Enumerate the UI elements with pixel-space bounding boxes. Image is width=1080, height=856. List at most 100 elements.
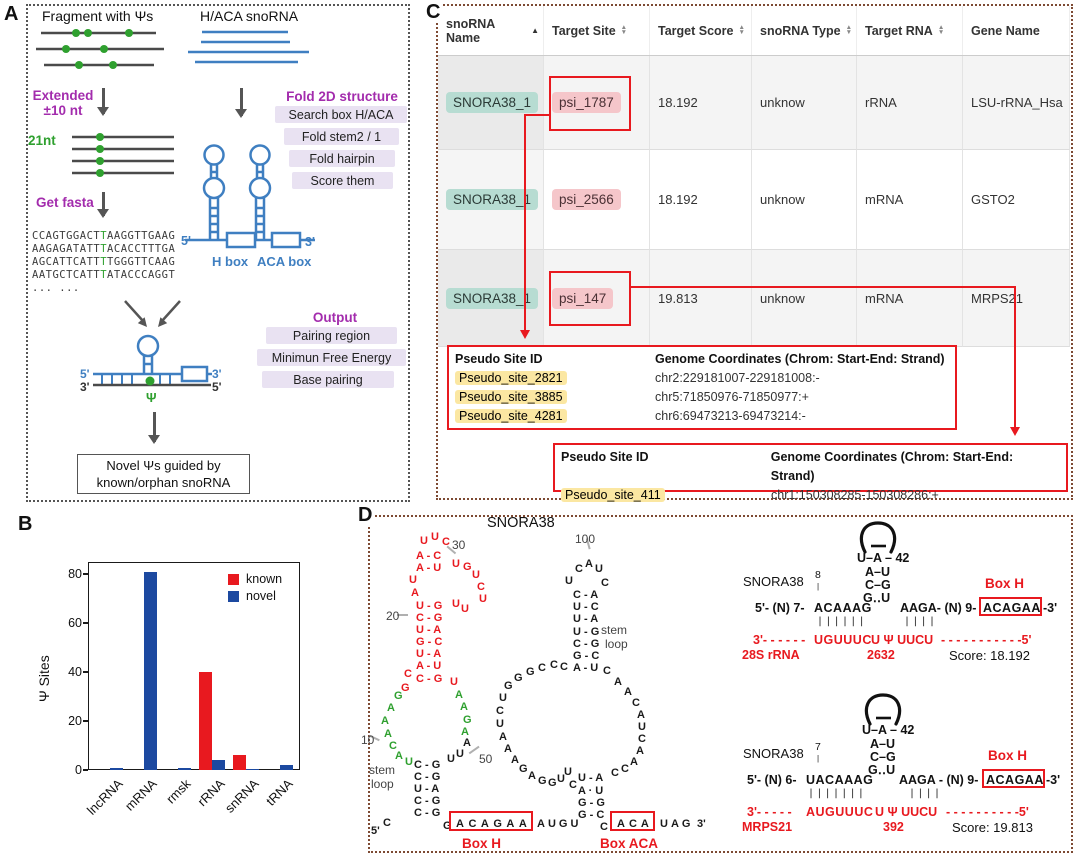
pseudo-box-header: Pseudo Site ID Genome Coordinates (Chrom:… — [455, 350, 949, 369]
pseudo-site-id-pill[interactable]: Pseudo_site_4281 — [455, 409, 567, 423]
cell-target_score: 18.192 — [650, 150, 752, 250]
column-header-label: Target Site — [552, 23, 616, 38]
converging-arrows — [124, 300, 181, 327]
cell-target_site: psi_1787 — [544, 56, 650, 150]
y-tick-label: 80 — [68, 567, 82, 582]
snorna-name-pill[interactable]: SNORA38_1 — [446, 189, 539, 210]
target-site-pill[interactable]: psi_1787 — [552, 92, 621, 113]
psi-147-highlight-box — [549, 271, 631, 326]
column-header-snorna-name[interactable]: snoRNA Name ▲ — [438, 6, 544, 55]
y-tick-mark — [83, 720, 88, 722]
fold-step-1: Search box H/ACA — [275, 106, 407, 123]
y-tick-mark — [83, 573, 88, 575]
fasta-line: AATGCTCATTTATACCCAGGT — [32, 269, 176, 281]
panel-d-label: D — [356, 504, 375, 526]
x-label-tRNA: tRNA — [263, 776, 296, 809]
cell-target_rna: mRNA — [857, 150, 963, 250]
bar-novel-snRNA — [246, 768, 259, 770]
sort-asc-icon[interactable]: ▲ — [531, 26, 539, 35]
sort-both-icon[interactable]: ▲ ▼ — [738, 23, 745, 36]
pseudo-site-id-pill[interactable]: Pseudo_site_3885 — [455, 390, 567, 404]
cell-snorna_type: unknow — [752, 56, 857, 150]
genome-coordinate: chr2:229181007-229181008:- — [655, 371, 820, 385]
snorna-name-pill[interactable]: SNORA38_1 — [446, 92, 539, 113]
column-header-target-rna[interactable]: Target RNA ▲ ▼ — [857, 6, 963, 55]
sort-both-icon[interactable]: ▲ ▼ — [620, 23, 628, 36]
snorna-name-pill[interactable]: SNORA38_1 — [446, 287, 539, 309]
sort-both-icon[interactable]: ▲ ▼ — [937, 23, 945, 36]
column-header-target-site[interactable]: Target Site ▲ ▼ — [544, 6, 650, 55]
sort-both-icon[interactable]: ▲ ▼ — [845, 23, 852, 36]
final-arrow — [153, 412, 156, 442]
pseudo-site-row: Pseudo_site_3885 chr5:71850976-71850977:+ — [455, 388, 949, 407]
table-header-row: snoRNA Name ▲ Target Site ▲ ▼ Target Score ▲ ▼ s… — [438, 6, 1070, 56]
bar-novel-tRNA — [280, 765, 293, 770]
fold-step-3: Fold hairpin — [289, 150, 395, 167]
genome-coordinate: chr1:150308285-150308286:+ — [771, 488, 939, 502]
pseudo-site-id-pill[interactable]: Pseudo_site_2821 — [455, 371, 567, 385]
cell-target_score: 19.813 — [650, 250, 752, 347]
pseudo-box-header: Pseudo Site ID Genome Coordinates (Chrom:… — [561, 448, 1060, 486]
table-row: SNORA38_1 psi_2566 18.192 unknow mRNA GSTO2 — [438, 150, 1070, 250]
legend-label-known: known — [246, 572, 283, 586]
output-title: Output — [312, 310, 358, 325]
fold-step-2: Fold stem2 / 1 — [284, 128, 399, 145]
cell-gene_name: GSTO2 — [963, 150, 1070, 250]
y-tick-mark — [83, 622, 88, 624]
cell-target_rna: mRNA — [857, 250, 963, 347]
pseudo-site-id-header: Pseudo Site ID — [561, 450, 649, 464]
cartoon-top-5prime: 5' — [80, 367, 90, 381]
nt21-label: 21nt — [28, 133, 56, 148]
bar-known-rRNA — [199, 672, 212, 770]
final-box-line1: Novel Ψs guided by — [106, 458, 221, 473]
duplex1-hairpin-loop-icon — [859, 521, 897, 554]
target-site-pill[interactable]: psi_2566 — [552, 189, 621, 210]
column-header-label: snoRNA Name — [446, 16, 495, 45]
fasta-sequences: CCAGTGGACTTAAGGTTGAAG AAGAGATATTTACACCTTT… — [32, 230, 175, 295]
target-site-pill[interactable]: psi_147 — [552, 287, 614, 309]
cell-snorna_type: unknow — [752, 250, 857, 347]
cell-gene_name: MRPS21 — [963, 250, 1070, 347]
duplex2-hairpin-loop-icon — [864, 693, 902, 726]
pseudo-site-id-header: Pseudo Site ID — [455, 352, 543, 366]
extend-arrow — [102, 88, 105, 114]
cartoon-bottom-5prime: 5' — [212, 380, 222, 394]
haca-snorna-structure-drawing — [185, 144, 315, 249]
y-tick-label: 60 — [68, 616, 82, 631]
panel-c-label: C — [424, 1, 443, 23]
column-header-label: Target RNA — [865, 23, 933, 38]
column-header-snorna-type[interactable]: snoRNA Type ▲ ▼ — [752, 6, 857, 55]
extended-fragments-drawing — [72, 133, 174, 177]
genome-coordinate: chr6:69473213-69473214:- — [655, 409, 806, 423]
x-label-lncRNA: lncRNA — [83, 776, 126, 818]
cell-snorna_type: unknow — [752, 150, 857, 250]
pseudo-site-row: Pseudo_site_411 chr1:150308285-150308286:… — [561, 486, 1060, 505]
cell-target_rna: rRNA — [857, 56, 963, 150]
fragment-title: Fragment with Ψs — [42, 8, 154, 24]
cell-snorna_name: SNORA38_1 — [438, 56, 544, 150]
bar-novel-rRNA — [212, 760, 225, 770]
x-label-mRNA: mRNA — [121, 776, 160, 814]
output-item-2: Minimun Free Energy — [257, 349, 406, 366]
table-row: SNORA38_1 psi_147 19.813 unknow mRNA MRPS21 — [438, 250, 1070, 347]
genome-coordinate: chr5:71850976-71850977:+ — [655, 390, 809, 404]
fragments-with-psi-drawing — [36, 29, 164, 69]
fold-arrow — [240, 88, 243, 116]
pseudo-site-id-pill[interactable]: Pseudo_site_411 — [561, 488, 665, 502]
output-item-3: Base pairing — [262, 371, 394, 388]
fold-step-4: Score them — [292, 172, 393, 189]
snorna-target-table: snoRNA Name ▲ Target Site ▲ ▼ Target Score ▲ ▼ s… — [438, 6, 1070, 347]
cartoon-top-3prime: 3' — [212, 367, 222, 381]
extended-label-line2: ±10 nt — [43, 103, 83, 118]
panel-b-label: B — [16, 513, 35, 535]
arrow2-vertical — [1014, 286, 1016, 433]
cell-target_score: 18.192 — [650, 56, 752, 150]
column-header-gene-name[interactable]: Gene Name — [963, 6, 1070, 55]
fasta-line: CCAGTGGACTTAAGGTTGAAG — [32, 230, 176, 242]
get-fasta-label: Get fasta — [36, 195, 94, 210]
column-header-target-score[interactable]: Target Score ▲ ▼ — [650, 6, 752, 55]
bar-novel-mRNA — [144, 571, 157, 770]
fasta-more: ... ... — [32, 282, 80, 294]
x-label-rmsk: rmsk — [163, 776, 194, 807]
